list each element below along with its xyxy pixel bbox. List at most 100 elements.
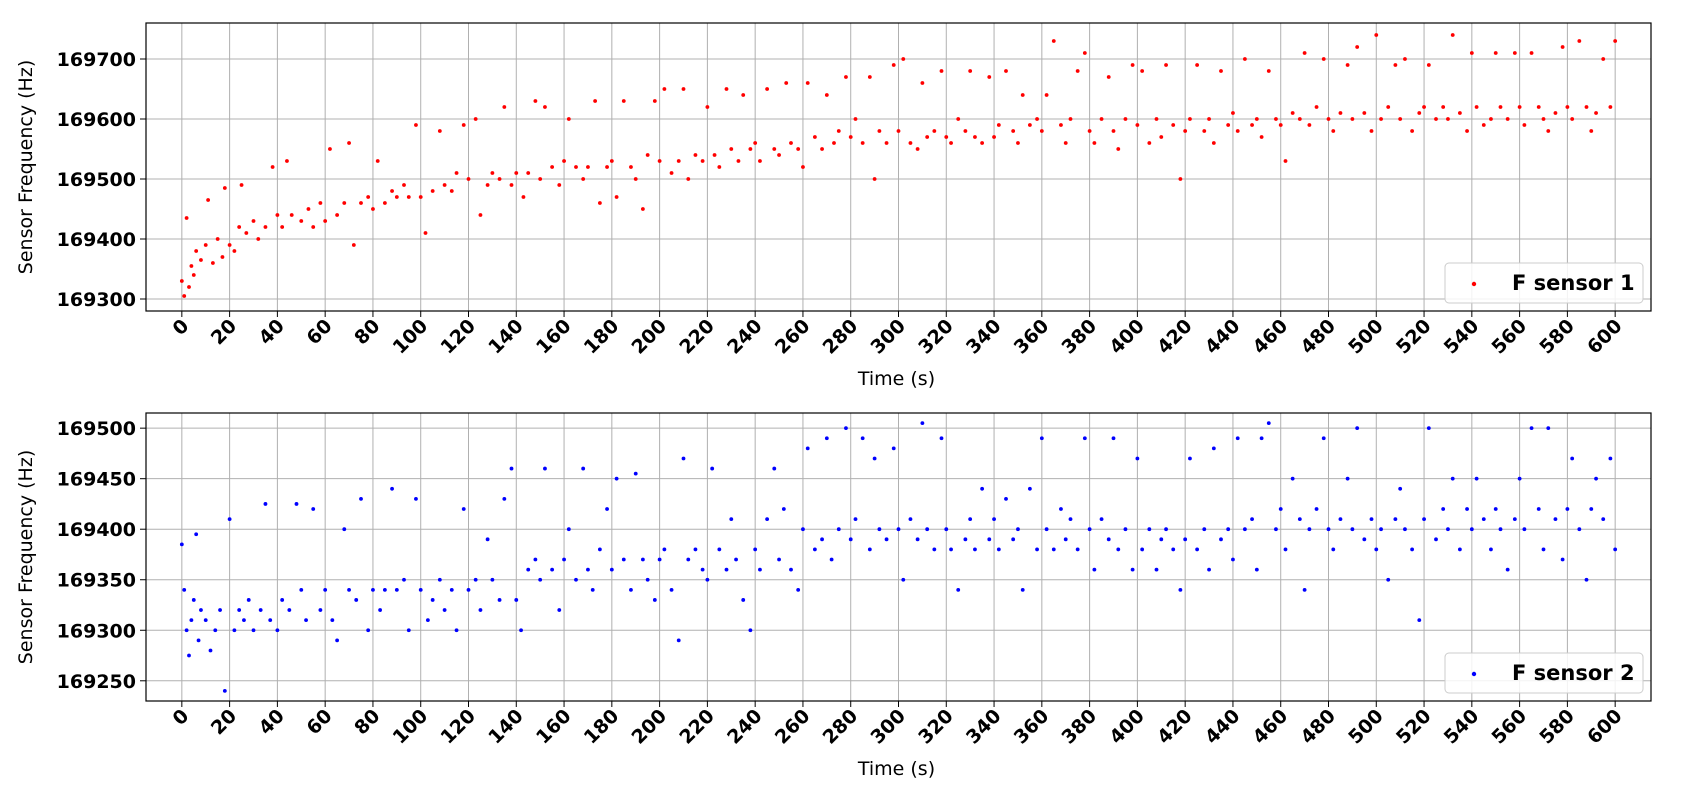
data-point xyxy=(805,81,810,85)
data-point xyxy=(1379,527,1383,532)
data-point xyxy=(1450,476,1455,481)
data-point xyxy=(987,75,992,79)
data-point xyxy=(758,567,762,572)
data-point xyxy=(318,201,323,205)
y-tick-label: 169500 xyxy=(57,418,136,440)
data-point xyxy=(1059,507,1063,511)
data-point xyxy=(1278,123,1283,127)
data-point xyxy=(824,93,829,97)
data-point xyxy=(1004,69,1008,73)
data-point xyxy=(1250,517,1254,522)
data-point xyxy=(1178,587,1183,592)
data-point xyxy=(724,567,729,572)
data-point xyxy=(371,587,375,592)
data-point xyxy=(1135,456,1140,461)
data-point xyxy=(1171,123,1176,127)
x-tick-label: 360 xyxy=(1010,705,1054,749)
data-point xyxy=(1116,147,1121,151)
data-point xyxy=(203,243,208,247)
data-point xyxy=(519,628,523,633)
y-tick-label: 169500 xyxy=(57,169,136,191)
data-point xyxy=(939,436,944,441)
data-point xyxy=(1465,507,1469,511)
data-point xyxy=(915,537,920,542)
data-point xyxy=(1195,63,1200,67)
x-tick-label: 540 xyxy=(1440,315,1484,359)
x-tick-label: 260 xyxy=(771,315,815,359)
data-point xyxy=(227,517,232,522)
data-point xyxy=(836,527,841,532)
data-point xyxy=(915,147,920,151)
data-point xyxy=(633,471,638,476)
data-point xyxy=(1553,111,1558,115)
data-point xyxy=(485,183,490,187)
data-point xyxy=(1307,527,1312,532)
data-point xyxy=(853,117,858,121)
x-tick-label: 180 xyxy=(580,705,624,749)
data-point xyxy=(1111,129,1116,133)
data-point xyxy=(1386,105,1391,109)
data-point xyxy=(1417,111,1422,115)
data-point xyxy=(1369,517,1374,522)
data-point xyxy=(461,123,466,127)
data-point xyxy=(1140,69,1145,73)
data-point xyxy=(1274,527,1278,532)
data-point xyxy=(1422,517,1426,522)
data-point xyxy=(371,207,375,211)
legend-marker xyxy=(1471,281,1477,287)
data-point xyxy=(1051,39,1056,43)
data-point xyxy=(1011,537,1016,542)
data-point xyxy=(437,129,442,133)
legend-label: F sensor 2 xyxy=(1512,661,1635,685)
data-point xyxy=(1338,111,1343,115)
data-point xyxy=(1082,436,1087,441)
y-tick-label: 169700 xyxy=(57,49,136,71)
data-point xyxy=(189,264,194,268)
x-tick-label: 360 xyxy=(1010,315,1054,359)
y-axis-label: Sensor Frequency (Hz) xyxy=(15,60,37,274)
data-point xyxy=(299,219,304,223)
series-1-points xyxy=(179,33,1618,298)
data-point xyxy=(566,527,571,532)
data-point xyxy=(1092,567,1097,572)
data-point xyxy=(1164,63,1168,67)
data-point xyxy=(342,527,347,532)
data-point xyxy=(1154,117,1159,121)
data-point xyxy=(1512,517,1517,522)
data-point xyxy=(1326,117,1331,121)
data-point xyxy=(1147,141,1152,145)
data-point xyxy=(1314,105,1319,109)
data-point xyxy=(801,165,805,169)
data-point xyxy=(1068,517,1073,522)
data-point xyxy=(335,638,340,643)
data-point xyxy=(574,577,578,582)
x-tick-label: 380 xyxy=(1058,705,1102,749)
data-point xyxy=(299,587,304,592)
x-tick-label: 260 xyxy=(771,705,815,749)
data-point xyxy=(748,147,753,151)
data-point xyxy=(330,618,335,623)
data-point xyxy=(375,159,380,163)
data-point xyxy=(1517,105,1522,109)
data-point xyxy=(896,527,901,532)
data-point xyxy=(1331,547,1336,552)
data-point xyxy=(1403,527,1407,532)
data-point xyxy=(980,141,985,145)
data-point xyxy=(741,93,746,97)
data-point xyxy=(1302,587,1307,592)
x-tick-label: 320 xyxy=(914,705,958,749)
data-point xyxy=(844,426,848,431)
data-point xyxy=(1039,129,1044,133)
data-point xyxy=(1493,51,1498,55)
data-point xyxy=(1207,117,1211,121)
data-point xyxy=(996,547,1001,552)
data-point xyxy=(1188,456,1192,461)
data-point xyxy=(765,517,770,522)
data-point xyxy=(1321,436,1326,441)
data-point xyxy=(621,99,626,103)
data-point xyxy=(1020,587,1025,592)
data-point xyxy=(805,446,810,451)
data-point xyxy=(1565,105,1570,109)
x-tick-label: 560 xyxy=(1488,705,1532,749)
x-tick-label: 400 xyxy=(1105,315,1149,359)
